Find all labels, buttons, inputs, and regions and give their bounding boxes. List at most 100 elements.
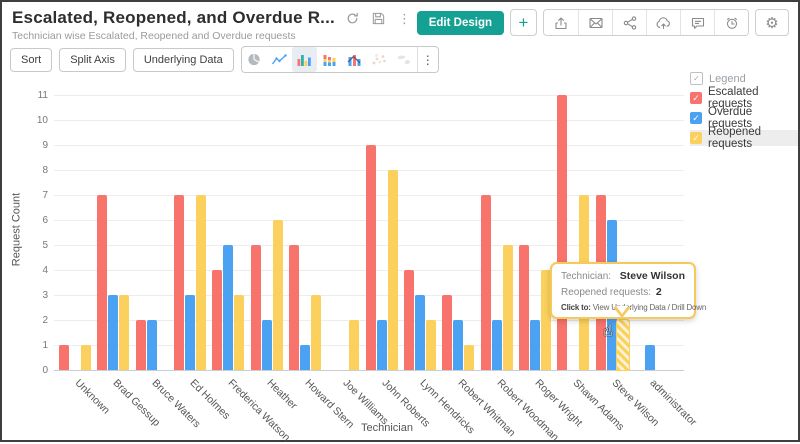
y-tick-label-2: 2 <box>42 315 48 326</box>
pie-chart-icon[interactable] <box>242 47 267 72</box>
bar-overdue-requests-frederica-watson[interactable] <box>223 245 234 370</box>
bar-escalated-requests-robert-whitman[interactable] <box>442 295 453 370</box>
report-title: Escalated, Reopened, and Overdue R... <box>12 8 335 27</box>
action-icon-group <box>543 9 749 36</box>
bar-escalated-requests-brad-gessup[interactable] <box>97 195 108 370</box>
tooltip-series-value: 2 <box>655 286 662 298</box>
add-button[interactable]: + <box>510 9 537 36</box>
chart-type-more-icon[interactable]: ⋮ <box>416 47 438 72</box>
split-axis-button[interactable]: Split Axis <box>59 47 126 72</box>
y-tick-label-7: 7 <box>42 190 48 201</box>
y-tick-label-3: 3 <box>42 290 48 301</box>
bar-reopened-requests-brad-gessup[interactable] <box>119 295 130 370</box>
bar-overdue-requests-lynn-hendricks[interactable] <box>414 295 425 370</box>
email-button[interactable] <box>578 10 612 35</box>
stacked-bar-chart-icon[interactable] <box>317 47 342 72</box>
tooltip-category-value: Steve Wilson <box>619 270 685 282</box>
bar-reopened-requests-roger-wright[interactable] <box>540 270 551 370</box>
bar-escalated-requests-howard-stern[interactable] <box>288 245 299 370</box>
underlying-data-button[interactable]: Underlying Data <box>132 47 234 72</box>
bar-overdue-requests-bruce-waters[interactable] <box>146 320 157 370</box>
bar-reopened-requests-ed-holmes[interactable] <box>195 195 206 370</box>
bar-escalated-requests-bruce-waters[interactable] <box>135 320 146 370</box>
escalated-checkbox-icon[interactable] <box>690 92 702 104</box>
bar-escalated-requests-roger-wright[interactable] <box>518 245 529 370</box>
alarm-clock-icon <box>726 17 737 29</box>
map-chart-icon[interactable] <box>392 47 417 72</box>
sort-button[interactable]: Sort <box>10 47 53 72</box>
page-header: Escalated, Reopened, and Overdue R... ⋮ … <box>12 8 413 42</box>
gridline-0 <box>54 370 684 371</box>
publish-button[interactable] <box>646 10 680 35</box>
export-icon <box>555 16 567 29</box>
legend-header[interactable]: Legend <box>690 71 798 86</box>
bar-overdue-requests-administrator[interactable] <box>644 345 655 370</box>
y-tick-label-11: 11 <box>37 90 48 101</box>
y-tick-label-0: 0 <box>42 365 48 376</box>
bar-overdue-requests-ed-holmes[interactable] <box>184 295 195 370</box>
legend-item-reopened[interactable]: Reopened requests <box>690 126 798 150</box>
reopened-checkbox-icon[interactable] <box>690 132 702 144</box>
chart-toolbar: Sort Split Axis Underlying Data ⋮ <box>10 46 439 73</box>
bar-escalated-requests-shawn-adams[interactable] <box>557 95 568 370</box>
schedule-button[interactable] <box>714 10 748 35</box>
bar-escalated-requests-lynn-hendricks[interactable] <box>403 270 414 370</box>
bar-reopened-requests-howard-stern[interactable] <box>310 295 321 370</box>
bar-overdue-requests-robert-whitman[interactable] <box>453 320 464 370</box>
gridline-10 <box>54 120 684 121</box>
share-icon <box>623 15 636 30</box>
legend-item-escalated[interactable]: Escalated requests <box>690 86 798 110</box>
bar-reopened-requests-robert-whitman[interactable] <box>464 345 475 370</box>
tooltip-click-text: View Underlying Data / Drill Down <box>592 303 707 312</box>
bar-escalated-requests-ed-holmes[interactable] <box>173 195 184 370</box>
cloud-upload-icon <box>656 16 670 29</box>
bar-overdue-requests-howard-stern[interactable] <box>299 345 310 370</box>
gridline-11 <box>54 95 684 96</box>
export-button[interactable] <box>544 10 578 35</box>
bar-reopened-requests-lynn-hendricks[interactable] <box>425 320 436 370</box>
bar-overdue-requests-robert-woodman[interactable] <box>491 320 502 370</box>
tooltip-series-label: Reopened requests: <box>561 287 652 298</box>
overdue-checkbox-icon[interactable] <box>690 112 702 124</box>
bar-escalated-requests-robert-woodman[interactable] <box>480 195 491 370</box>
comment-button[interactable] <box>680 10 714 35</box>
report-subtitle: Technician wise Escalated, Reopened and … <box>12 30 296 42</box>
bar-escalated-requests-frederica-watson[interactable] <box>212 270 223 370</box>
line-chart-icon[interactable] <box>267 47 292 72</box>
bar-chart-icon[interactable] <box>291 47 317 72</box>
bar-reopened-requests-unknown[interactable] <box>81 345 91 370</box>
bar-reopened-requests-steve-wilson[interactable] <box>615 319 630 371</box>
bar-reopened-requests-frederica-watson[interactable] <box>234 295 245 370</box>
bar-reopened-requests-john-roberts[interactable] <box>387 170 398 370</box>
bar-overdue-requests-john-roberts[interactable] <box>376 320 387 370</box>
refresh-icon[interactable] <box>344 10 361 27</box>
title-kebab-menu-icon[interactable]: ⋮ <box>397 10 411 26</box>
legend-item-overdue[interactable]: Overdue requests <box>690 106 798 130</box>
legend-checkbox-icon[interactable] <box>690 72 703 85</box>
bar-reopened-requests-robert-woodman[interactable] <box>502 245 513 370</box>
y-tick-label-5: 5 <box>42 240 48 251</box>
scatter-chart-icon[interactable] <box>367 47 392 72</box>
bar-overdue-requests-brad-gessup[interactable] <box>108 295 119 370</box>
bar-reopened-requests-joe-williams[interactable] <box>349 320 360 370</box>
share-button[interactable] <box>612 10 646 35</box>
bar-escalated-requests-unknown[interactable] <box>59 345 69 370</box>
x-axis-title: Technician <box>361 422 413 434</box>
bar-overdue-requests-roger-wright[interactable] <box>529 320 540 370</box>
settings-button[interactable]: ⚙ <box>755 9 789 36</box>
save-icon[interactable] <box>370 10 387 27</box>
chart-type-group: ⋮ <box>240 46 439 73</box>
y-tick-label-4: 4 <box>42 265 48 276</box>
gear-icon: ⚙ <box>765 14 779 32</box>
bar-escalated-requests-john-roberts[interactable] <box>365 145 376 370</box>
edit-design-button[interactable]: Edit Design <box>416 10 504 35</box>
email-icon <box>588 17 603 28</box>
bar-reopened-requests-heather[interactable] <box>272 220 283 370</box>
bar-escalated-requests-heather[interactable] <box>250 245 261 370</box>
y-tick-label-1: 1 <box>42 340 48 351</box>
bar-overdue-requests-heather[interactable] <box>261 320 272 370</box>
combo-chart-icon[interactable] <box>342 47 367 72</box>
legend: Legend Escalated requests Overdue reques… <box>690 71 798 150</box>
